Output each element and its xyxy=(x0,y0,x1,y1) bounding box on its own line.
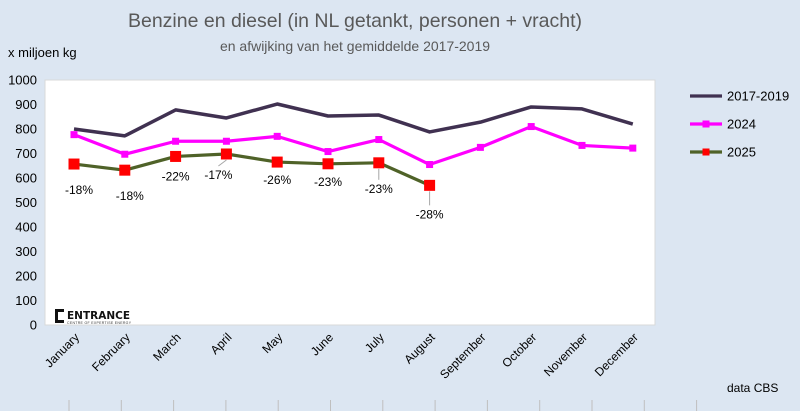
y-tick-label: 0 xyxy=(30,318,37,333)
annotation-label: -23% xyxy=(365,182,393,196)
x-tick-label: July xyxy=(362,330,387,355)
series-line-2024 xyxy=(73,124,633,167)
series-line-2025 xyxy=(73,152,431,187)
logo-subtext: CENTRE OF EXPERTISE ENERGY xyxy=(67,321,132,325)
x-tick-label: January xyxy=(42,330,82,370)
data-point-2024 xyxy=(70,131,78,139)
chart-subtitle: en afwijking van het gemiddelde 2017-201… xyxy=(219,38,491,54)
x-tick-label: March xyxy=(150,330,183,363)
data-point-2024 xyxy=(426,161,434,169)
y-tick-label: 500 xyxy=(15,195,37,210)
annotation-label: -18% xyxy=(116,189,144,203)
logo-bracket-icon xyxy=(55,309,64,323)
data-point-2024 xyxy=(578,141,586,149)
plot-background xyxy=(44,79,656,326)
x-tick-label: December xyxy=(592,330,641,379)
legend-marker-2024 xyxy=(702,120,710,128)
x-tick-label: November xyxy=(541,330,590,379)
y-tick-label: 900 xyxy=(15,97,37,112)
data-point-2025 xyxy=(68,158,80,170)
data-point-2025 xyxy=(424,179,436,191)
annotation-label: -17% xyxy=(204,168,232,182)
legend-label-2017-2019: 2017-2019 xyxy=(727,89,789,104)
data-point-2025 xyxy=(119,164,131,176)
source-label: data CBS xyxy=(727,381,779,395)
annotation-label: -23% xyxy=(314,175,342,189)
y-tick-label: 1000 xyxy=(8,73,37,88)
annotation-label: -22% xyxy=(162,169,190,183)
data-point-2024 xyxy=(172,137,180,145)
x-tick-label: June xyxy=(308,330,337,359)
x-tick-label: April xyxy=(208,330,235,357)
data-point-2025 xyxy=(271,156,283,168)
data-point-2024 xyxy=(476,143,484,151)
chart-title: Benzine en diesel (in NL getankt, person… xyxy=(127,10,582,32)
y-tick-label: 600 xyxy=(15,171,37,186)
data-point-2024 xyxy=(527,123,535,131)
x-tick-label: September xyxy=(437,330,488,381)
y-axis-label: x miljoen kg xyxy=(8,45,77,60)
y-tick-label: 200 xyxy=(15,269,37,284)
y-tick-label: 400 xyxy=(15,220,37,235)
data-point-2025 xyxy=(322,158,334,170)
annotation-leader xyxy=(218,159,227,167)
logo-text: ENTRANCE xyxy=(67,309,130,322)
x-tick-label: August xyxy=(401,330,438,367)
entrance-logo: ENTRANCE xyxy=(55,309,130,323)
data-point-2024 xyxy=(375,136,383,144)
x-tick-label: February xyxy=(89,330,133,374)
data-point-2024 xyxy=(121,150,129,158)
data-point-2025 xyxy=(373,157,385,169)
annotation-label: -26% xyxy=(263,173,291,187)
annotation-label: -18% xyxy=(65,183,93,197)
data-point-2024 xyxy=(629,144,637,152)
annotation-label: -28% xyxy=(416,207,444,221)
y-tick-label: 700 xyxy=(15,146,37,161)
y-tick-label: 800 xyxy=(15,122,37,137)
y-tick-label: 300 xyxy=(15,244,37,259)
x-tick-label: October xyxy=(499,330,539,370)
data-point-2024 xyxy=(273,132,281,140)
series-line-2017-2019 xyxy=(73,102,634,138)
data-point-2024 xyxy=(222,137,230,145)
x-tick-label: May xyxy=(259,330,285,356)
legend-label-2024: 2024 xyxy=(727,117,756,132)
legend-marker-2025 xyxy=(702,148,710,156)
data-point-2024 xyxy=(324,148,332,156)
y-tick-label: 100 xyxy=(15,293,37,308)
legend-label-2025: 2025 xyxy=(727,145,756,160)
data-point-2025 xyxy=(220,148,232,160)
data-point-2025 xyxy=(170,150,182,162)
